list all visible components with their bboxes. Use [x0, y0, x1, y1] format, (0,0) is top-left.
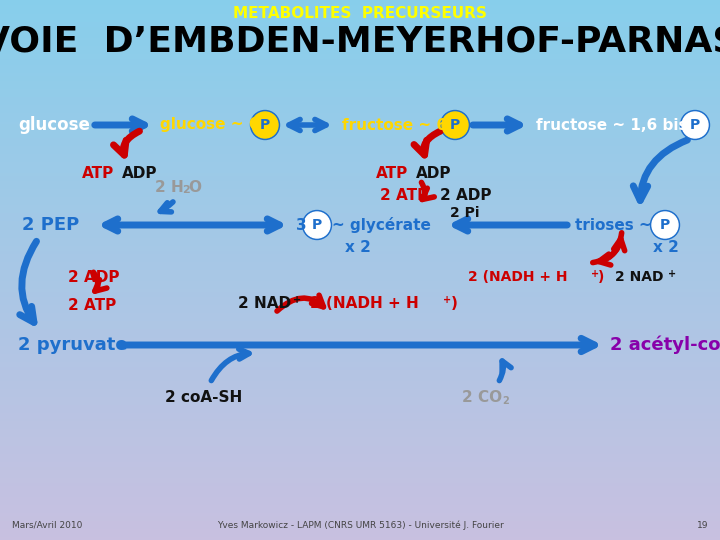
Text: ~ glycérate: ~ glycérate — [332, 217, 431, 233]
Text: +: + — [443, 295, 451, 305]
Text: 2 ADP: 2 ADP — [68, 269, 120, 285]
Text: 2 coA-SH: 2 coA-SH — [165, 389, 242, 404]
Text: 2 CO: 2 CO — [462, 389, 502, 404]
Text: VOIE  D’EMBDEN-MEYERHOF-PARNAS: VOIE D’EMBDEN-MEYERHOF-PARNAS — [0, 25, 720, 59]
Text: P: P — [660, 218, 670, 232]
Text: fructose ~ 1,6 bis: fructose ~ 1,6 bis — [536, 118, 688, 132]
Text: 2 NAD: 2 NAD — [238, 295, 291, 310]
Text: glucose ~ 6: glucose ~ 6 — [160, 118, 259, 132]
Circle shape — [652, 212, 678, 238]
Text: ): ) — [598, 270, 604, 284]
Text: 2: 2 — [182, 185, 190, 195]
Circle shape — [680, 111, 709, 139]
Text: 2 pyruvate: 2 pyruvate — [18, 336, 127, 354]
Text: 19: 19 — [696, 521, 708, 530]
Text: Mars/Avril 2010: Mars/Avril 2010 — [12, 521, 82, 530]
Text: ATP: ATP — [376, 165, 408, 180]
Text: +: + — [293, 295, 301, 305]
Circle shape — [442, 112, 468, 138]
Text: 2 (NADH + H: 2 (NADH + H — [310, 295, 419, 310]
Text: 2 (NADH + H: 2 (NADH + H — [468, 270, 567, 284]
Circle shape — [302, 211, 331, 240]
Text: ): ) — [451, 295, 458, 310]
Text: 2: 2 — [502, 396, 509, 406]
Text: 2 Pi: 2 Pi — [450, 206, 480, 220]
Text: 2 PEP: 2 PEP — [22, 216, 79, 234]
Text: ADP: ADP — [122, 165, 158, 180]
Text: Yves Markowicz - LAPM (CNRS UMR 5163) - Université J. Fourier: Yves Markowicz - LAPM (CNRS UMR 5163) - … — [217, 521, 503, 530]
Text: +: + — [668, 269, 676, 279]
Text: x 2: x 2 — [345, 240, 371, 254]
Text: fructose ~ 6: fructose ~ 6 — [342, 118, 447, 132]
Text: 3: 3 — [296, 218, 307, 233]
Text: METABOLITES  PRECURSEURS: METABOLITES PRECURSEURS — [233, 6, 487, 22]
Text: glucose: glucose — [18, 116, 90, 134]
Text: 2 ADP: 2 ADP — [440, 187, 492, 202]
Text: P: P — [450, 118, 460, 132]
Circle shape — [251, 111, 279, 139]
Text: P: P — [690, 118, 700, 132]
Text: trioses ~: trioses ~ — [575, 218, 652, 233]
Circle shape — [252, 112, 278, 138]
Text: 2 ATP: 2 ATP — [68, 298, 116, 313]
Circle shape — [650, 211, 680, 240]
Circle shape — [441, 111, 469, 139]
Text: ATP: ATP — [82, 165, 114, 180]
Text: 2 acétyl-coA: 2 acétyl-coA — [610, 336, 720, 354]
Text: O: O — [188, 179, 201, 194]
Circle shape — [682, 112, 708, 138]
Circle shape — [304, 212, 330, 238]
Text: 2 ATP: 2 ATP — [380, 187, 428, 202]
Text: P: P — [312, 218, 322, 232]
Text: +: + — [591, 269, 599, 279]
Text: x 2: x 2 — [653, 240, 679, 254]
Text: ADP: ADP — [416, 165, 451, 180]
Text: 2 H: 2 H — [155, 179, 184, 194]
Text: 2 NAD: 2 NAD — [615, 270, 664, 284]
Text: P: P — [260, 118, 270, 132]
